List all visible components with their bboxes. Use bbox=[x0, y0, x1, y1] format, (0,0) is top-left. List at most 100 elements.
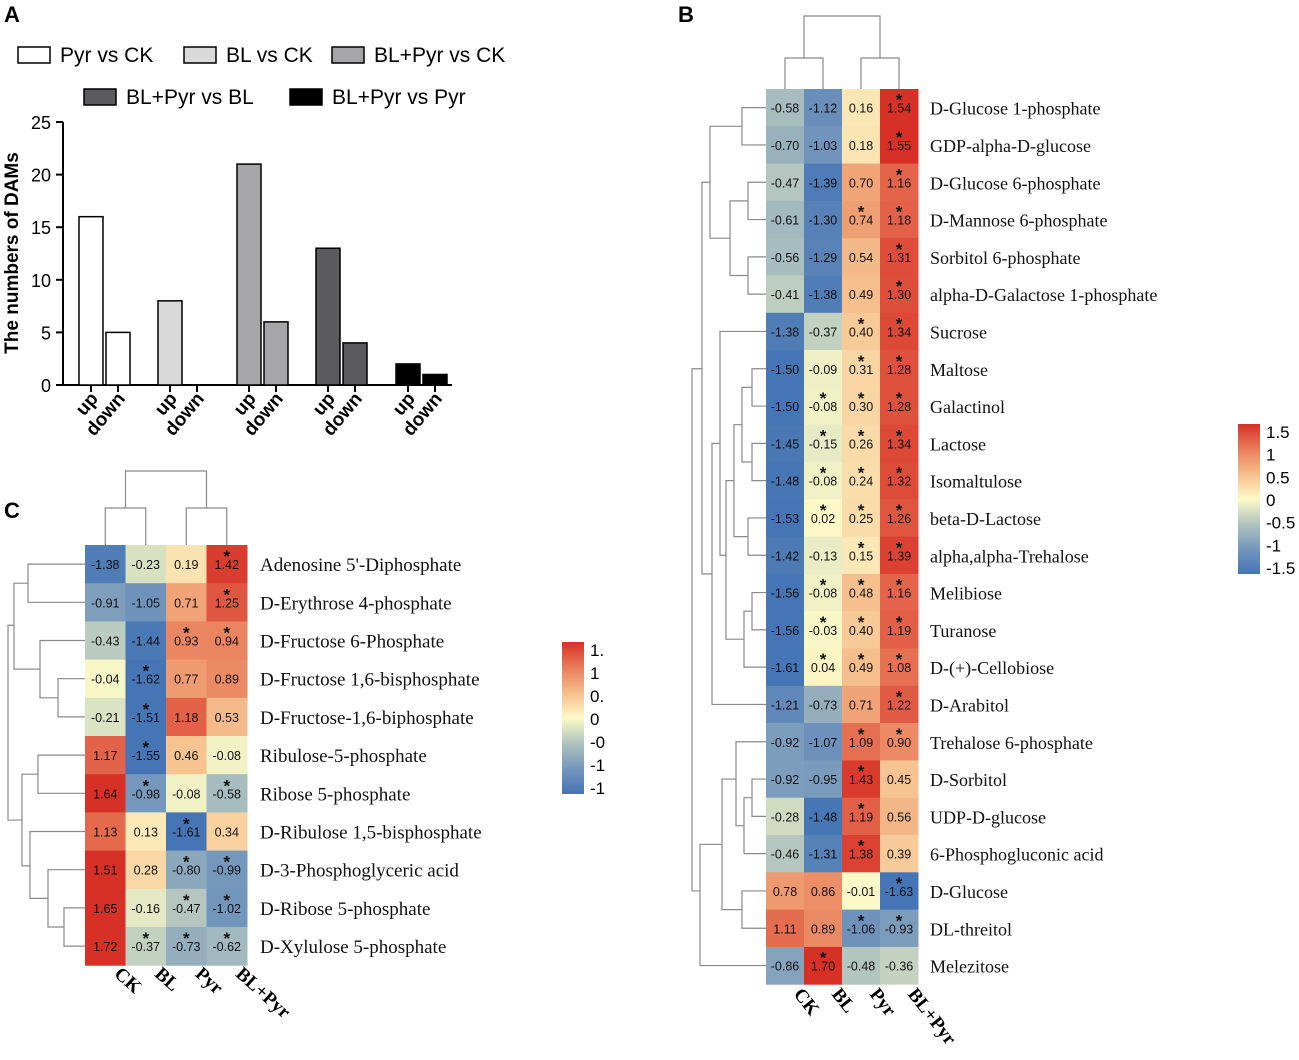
row-label: GDP-alpha-D-glucose bbox=[930, 136, 1091, 156]
heatmap-cell bbox=[125, 545, 167, 584]
heatmap-cell bbox=[804, 835, 843, 873]
row-label: D-Ribulose 1,5-bisphosphate bbox=[260, 823, 482, 844]
heatmap-cell bbox=[125, 888, 167, 928]
significance-star: * bbox=[896, 538, 903, 557]
cell-value: 0.18 bbox=[849, 139, 873, 153]
cell-value: -1.50 bbox=[771, 400, 800, 414]
heatmap-cell bbox=[880, 126, 919, 165]
cell-value: 0.86 bbox=[811, 885, 835, 899]
colorbar-tick: 1.5 bbox=[1266, 423, 1290, 442]
heatmap-cell bbox=[804, 536, 843, 575]
heatmap-cell bbox=[842, 462, 881, 500]
y-tick-label: 10 bbox=[31, 271, 51, 291]
heatmap-cell bbox=[842, 946, 881, 985]
row-label: Turanose bbox=[930, 621, 996, 641]
cell-value: -1.44 bbox=[132, 635, 161, 649]
significance-star: * bbox=[858, 203, 865, 222]
heatmap-cell bbox=[880, 760, 919, 799]
heatmap-cell bbox=[880, 499, 919, 538]
row-dendrogram bbox=[63, 907, 85, 947]
significance-star: * bbox=[142, 700, 149, 719]
significance-star: * bbox=[858, 426, 865, 445]
row-dendrogram bbox=[751, 778, 766, 817]
cell-value: -0.01 bbox=[847, 885, 876, 899]
row-label: alpha,alpha-Trehalose bbox=[930, 546, 1089, 566]
significance-star: * bbox=[223, 776, 230, 795]
row-label: UDP-D-glucose bbox=[930, 807, 1046, 827]
cell-value: 1.13 bbox=[93, 826, 117, 840]
significance-star: * bbox=[896, 687, 903, 706]
heatmap-cell bbox=[842, 685, 881, 724]
row-label: D-Mannose 6-phosphate bbox=[930, 211, 1107, 231]
cell-value: -1.53 bbox=[771, 512, 800, 526]
heatmap-cell bbox=[206, 850, 248, 890]
heatmap-cell bbox=[206, 888, 248, 928]
legend-swatch bbox=[183, 46, 217, 64]
heatmap-cell bbox=[766, 350, 805, 388]
row-label: Maltose bbox=[930, 360, 988, 380]
heatmap-cell bbox=[206, 812, 248, 852]
row-dendrogram bbox=[743, 610, 766, 668]
column-label: BL bbox=[150, 963, 183, 996]
heatmap-cell bbox=[880, 312, 919, 351]
heatmap-cell bbox=[766, 760, 805, 799]
heatmap-cell bbox=[766, 275, 805, 314]
heatmap-cell bbox=[880, 163, 919, 202]
cell-value: 0.34 bbox=[215, 826, 239, 840]
cell-value: -0.95 bbox=[809, 773, 838, 787]
cell-value: -0.09 bbox=[809, 363, 838, 377]
heatmap-cell bbox=[125, 621, 167, 661]
heatmap-cell bbox=[206, 545, 248, 584]
cell-value: 0.93 bbox=[174, 635, 198, 649]
cell-value: -1.39 bbox=[809, 176, 838, 190]
cell-value: -1.07 bbox=[809, 736, 838, 750]
heatmap-cell bbox=[842, 797, 881, 836]
heatmap-cell bbox=[206, 736, 248, 775]
cell-value: -0.92 bbox=[771, 773, 800, 787]
panel-b-heatmap: -0.58 -1.12 0.16 1.54 * D-Glucose 1-phosphate… bbox=[691, 15, 1295, 1050]
cell-value: 1.42 bbox=[215, 558, 239, 572]
column-label: BL+Pyr bbox=[903, 984, 960, 1049]
column-dendrogram bbox=[104, 507, 147, 545]
panel-label-c: C bbox=[4, 498, 20, 523]
heatmap-cell bbox=[880, 797, 919, 836]
colorbar-tick: 0. bbox=[590, 687, 604, 706]
cell-value: 0.78 bbox=[773, 885, 797, 899]
cell-value: 0.25 bbox=[849, 512, 873, 526]
column-label: CK bbox=[789, 984, 823, 1020]
heatmap-cell bbox=[766, 200, 805, 239]
cell-value: 0.71 bbox=[849, 698, 873, 712]
cell-value: -1.05 bbox=[132, 596, 161, 610]
heatmap-cell bbox=[85, 812, 126, 852]
row-dendrogram bbox=[13, 582, 40, 670]
cell-value: 1.72 bbox=[93, 940, 117, 954]
y-tick-label: 0 bbox=[41, 376, 51, 396]
heatmap-cell bbox=[85, 697, 126, 737]
row-label: Melibiose bbox=[930, 584, 1002, 604]
significance-star: * bbox=[858, 837, 865, 856]
cell-value: 0.13 bbox=[134, 826, 158, 840]
bar bbox=[157, 300, 183, 386]
heatmap-cell bbox=[842, 163, 881, 202]
cell-value: 0.49 bbox=[849, 288, 873, 302]
bar bbox=[78, 215, 104, 386]
significance-star: * bbox=[142, 776, 149, 795]
cell-value: 1.18 bbox=[174, 711, 198, 725]
cell-value: -0.61 bbox=[771, 214, 800, 228]
column-dendrogram bbox=[185, 507, 228, 545]
row-dendrogram bbox=[741, 107, 766, 146]
cell-value: -1.31 bbox=[809, 848, 838, 862]
heatmap-cell bbox=[125, 659, 167, 699]
cell-value: 0.24 bbox=[849, 475, 873, 489]
heatmap-cell bbox=[804, 163, 843, 202]
cell-value: -1.63 bbox=[885, 885, 914, 899]
cell-value: 0.77 bbox=[174, 673, 198, 687]
cell-value: 1.18 bbox=[887, 214, 911, 228]
row-label: D-Glucose 6-phosphate bbox=[930, 173, 1100, 193]
heatmap-cell bbox=[842, 872, 881, 911]
heatmap-cell bbox=[804, 573, 843, 612]
heatmap-cell bbox=[766, 723, 805, 761]
heatmap-cell bbox=[85, 583, 126, 622]
heatmap-cell bbox=[804, 723, 843, 761]
